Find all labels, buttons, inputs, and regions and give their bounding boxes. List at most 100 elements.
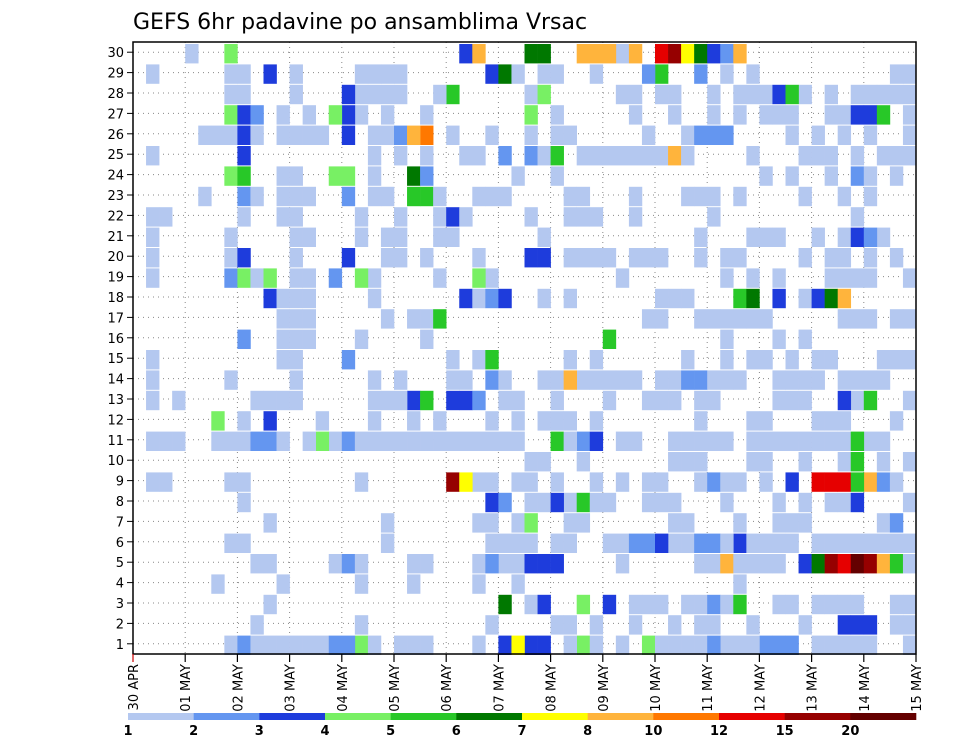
heatmap-cell	[746, 84, 760, 105]
heatmap-cell	[224, 64, 238, 84]
heatmap-cell	[524, 492, 538, 513]
heatmap-cell	[341, 635, 356, 655]
heatmap-cell	[668, 513, 682, 533]
heatmap-cell	[707, 390, 721, 411]
heatmap-cell	[668, 635, 682, 655]
heatmap-cell	[863, 615, 878, 635]
legend-label: 3	[255, 724, 264, 739]
heatmap-cell	[524, 146, 538, 166]
heatmap-cell	[289, 248, 303, 268]
heatmap-cell	[276, 329, 290, 349]
heatmap-cell	[863, 105, 878, 125]
heatmap-cell	[837, 554, 852, 574]
heatmap-cell	[224, 370, 238, 390]
heatmap-cell	[511, 554, 525, 574]
heatmap-cell	[863, 533, 878, 553]
heatmap-cell	[485, 186, 499, 207]
heatmap-cell	[733, 288, 747, 309]
heatmap-cell	[694, 64, 708, 84]
heatmap-cell	[733, 574, 747, 594]
legend-swatch	[193, 713, 260, 720]
heatmap-cell	[694, 431, 708, 451]
heatmap-cell	[380, 533, 395, 553]
heatmap-cell	[224, 248, 238, 268]
heatmap-cell	[889, 248, 904, 268]
heatmap-cell	[889, 350, 904, 370]
heatmap-cell	[694, 125, 708, 145]
heatmap-cell	[707, 533, 721, 553]
heatmap-cell	[302, 186, 316, 207]
heatmap-cell	[785, 390, 799, 411]
heatmap-cell	[576, 146, 591, 166]
heatmap-cell	[811, 125, 825, 145]
heatmap-cell	[811, 370, 825, 390]
heatmap-cell	[237, 207, 251, 227]
heatmap-cell	[250, 390, 264, 411]
heatmap-cell	[407, 554, 421, 574]
heatmap-cell	[798, 329, 812, 349]
heatmap-cell	[576, 44, 591, 64]
heatmap-cell	[341, 186, 356, 207]
heatmap-cell	[850, 84, 865, 105]
heatmap-cell	[589, 411, 604, 431]
heatmap-cell	[850, 492, 865, 513]
heatmap-cell	[602, 248, 617, 268]
heatmap-cell	[759, 350, 773, 370]
heatmap-cell	[707, 44, 721, 64]
heatmap-cell	[146, 390, 160, 411]
y-tick-label: 25	[107, 148, 124, 163]
heatmap-cell	[876, 84, 891, 105]
heatmap-cell	[641, 594, 656, 615]
heatmap-cell	[694, 186, 708, 207]
y-tick-label: 15	[107, 352, 124, 367]
heatmap-cell	[681, 288, 695, 309]
heatmap-cell	[159, 207, 173, 227]
heatmap-cell	[785, 125, 799, 145]
heatmap-cell	[511, 411, 525, 431]
heatmap-cell	[772, 288, 786, 309]
heatmap-cell	[511, 533, 525, 553]
heatmap-cell	[785, 594, 799, 615]
heatmap-cell	[550, 411, 564, 431]
heatmap-cell	[681, 146, 695, 166]
heatmap-cell	[811, 635, 825, 655]
heatmap-cell	[889, 64, 904, 84]
heatmap-cell	[511, 64, 525, 84]
heatmap-cell	[237, 533, 251, 553]
heatmap-cell	[524, 248, 538, 268]
y-tick-label: 3	[116, 597, 124, 612]
heatmap-cell	[707, 594, 721, 615]
heatmap-cell	[876, 431, 891, 451]
x-tick-label: 30 APR	[127, 664, 142, 710]
heatmap-cell	[785, 370, 799, 390]
heatmap-cell	[315, 411, 330, 431]
heatmap-cell	[420, 329, 434, 349]
heatmap-cell	[420, 554, 434, 574]
heatmap-cell	[224, 84, 238, 105]
heatmap-cell	[537, 411, 551, 431]
heatmap-cell	[798, 615, 812, 635]
heatmap-cell	[641, 248, 656, 268]
heatmap-cell	[459, 370, 473, 390]
heatmap-cell	[668, 390, 682, 411]
heatmap-cell	[380, 125, 395, 145]
heatmap-cell	[446, 125, 460, 145]
heatmap-cell	[524, 594, 538, 615]
legend-label: 20	[841, 724, 859, 739]
heatmap-cell	[798, 390, 812, 411]
heatmap-cell	[824, 84, 838, 105]
heatmap-cell	[720, 350, 734, 370]
heatmap-cell	[772, 431, 786, 451]
heatmap-cell	[655, 248, 669, 268]
heatmap-cell	[628, 44, 643, 64]
heatmap-cell	[824, 533, 838, 553]
heatmap-cell	[850, 309, 865, 329]
legend-label: 6	[452, 724, 461, 739]
heatmap-cell	[537, 554, 551, 574]
heatmap-cell	[367, 84, 382, 105]
heatmap-cell	[902, 350, 917, 370]
heatmap-cell	[380, 105, 395, 125]
heatmap-cell	[837, 390, 852, 411]
x-tick-label: 03 MAY	[284, 664, 299, 712]
heatmap-cell	[276, 574, 290, 594]
